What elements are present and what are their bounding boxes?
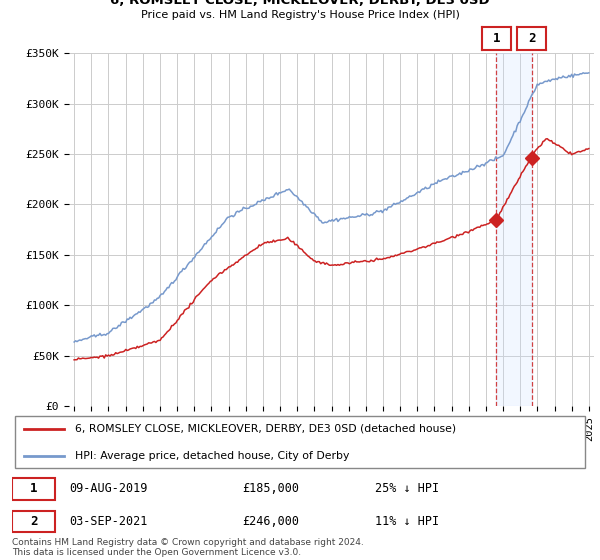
Text: 2: 2: [30, 515, 37, 528]
Text: 6, ROMSLEY CLOSE, MICKLEOVER, DERBY, DE3 0SD: 6, ROMSLEY CLOSE, MICKLEOVER, DERBY, DE3…: [110, 0, 490, 7]
Text: 6, ROMSLEY CLOSE, MICKLEOVER, DERBY, DE3 0SD (detached house): 6, ROMSLEY CLOSE, MICKLEOVER, DERBY, DE3…: [76, 424, 457, 434]
Text: Contains HM Land Registry data © Crown copyright and database right 2024.
This d: Contains HM Land Registry data © Crown c…: [12, 538, 364, 557]
Text: 11% ↓ HPI: 11% ↓ HPI: [375, 515, 439, 528]
FancyBboxPatch shape: [12, 478, 55, 500]
FancyBboxPatch shape: [15, 416, 585, 468]
Text: 1: 1: [493, 32, 500, 45]
Text: 1: 1: [30, 482, 37, 496]
Text: 25% ↓ HPI: 25% ↓ HPI: [375, 482, 439, 496]
Text: 03-SEP-2021: 03-SEP-2021: [70, 515, 148, 528]
Text: HPI: Average price, detached house, City of Derby: HPI: Average price, detached house, City…: [76, 451, 350, 461]
FancyBboxPatch shape: [12, 511, 55, 533]
Text: 2: 2: [528, 32, 535, 45]
Text: 09-AUG-2019: 09-AUG-2019: [70, 482, 148, 496]
Text: £246,000: £246,000: [242, 515, 299, 528]
Text: Price paid vs. HM Land Registry's House Price Index (HPI): Price paid vs. HM Land Registry's House …: [140, 10, 460, 20]
Bar: [496, 53, 532, 406]
Text: £185,000: £185,000: [242, 482, 299, 496]
